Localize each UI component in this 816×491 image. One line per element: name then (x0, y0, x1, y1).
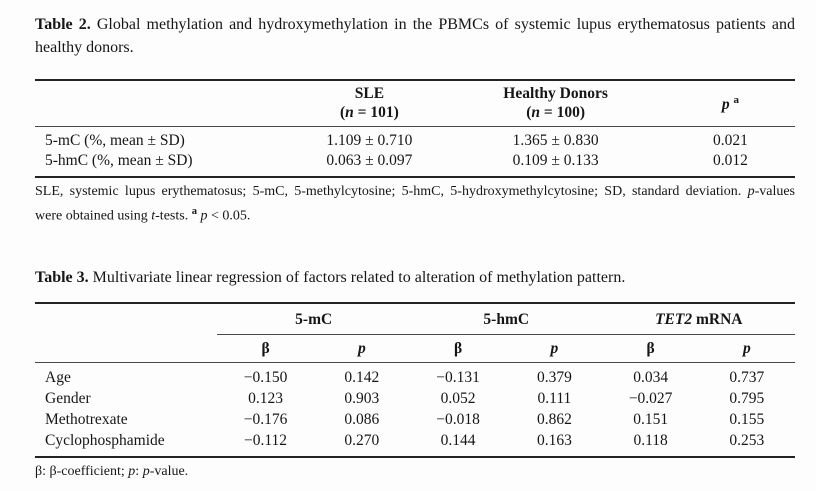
table2-header-sle-name: SLE (354, 85, 385, 102)
table3-subheader-empty (35, 334, 218, 363)
table-cell: 5-hmC (%, mean ± SD) (45, 152, 193, 169)
table-cell: 0.862 (536, 410, 572, 428)
table3-group-5hmc: 5-hmC (409, 302, 603, 335)
table-cell: 5-mC (%, mean ± SD) (45, 132, 185, 149)
table3-caption: Table 3. Multivariate linear regression … (35, 266, 795, 289)
table3-subheader-p: p (698, 334, 795, 363)
section-spacer (35, 226, 795, 266)
table-cell: 0.123 (248, 389, 283, 407)
table-cell: 0.063 ± 0.097 (326, 152, 413, 169)
table-cell: 0.379 (536, 368, 572, 386)
table-cell: 0.253 (729, 431, 765, 449)
table3-group-header-row: 5-mC 5-hmC TET2 mRNA (35, 302, 795, 335)
table3-subheader-row: β p β p β p (35, 334, 795, 363)
table2-header-healthy: Healthy Donors (n = 100) (445, 80, 665, 127)
table3-caption-label: Table 3. (35, 268, 89, 286)
table3-group-5mc: 5-mC (217, 302, 410, 335)
table2-caption-text: Global methylation and hydroxymethylatio… (35, 16, 795, 56)
table3-group-empty (35, 303, 217, 335)
table-cell: 0.795 (729, 389, 765, 407)
table-cell: 0.155 (729, 410, 765, 428)
table-cell: 0.034 (633, 368, 669, 386)
table-cell: 0.118 (633, 431, 668, 449)
table3-subheader-beta: β (602, 334, 699, 363)
table-cell: −0.112 (244, 431, 288, 449)
table-cell: 0.737 (729, 368, 765, 386)
table-cell: 0.163 (536, 431, 572, 449)
table2-footnote: SLE, systemic lupus erythematosus; 5-mC,… (35, 184, 795, 224)
table3-group-tet2: TET2 mRNA (602, 302, 795, 335)
table2-header-sle: SLE (n = 101) (293, 80, 445, 127)
table-cell: −0.176 (243, 410, 288, 428)
table3-subheader-beta: β (217, 334, 314, 363)
table-cell: 0.142 (344, 368, 380, 386)
table-cell: Age (45, 368, 71, 386)
table-cell: Cyclophosphamide (45, 431, 165, 449)
table-cell: 0.270 (344, 431, 380, 449)
table-cell: 1.365 ± 0.830 (512, 132, 599, 149)
table2-header-healthy-n: (n = 100) (526, 104, 585, 121)
table3-footnote: β: β-coefficient; p: p-value. (35, 463, 189, 479)
table-cell: 1.109 ± 0.710 (326, 132, 413, 149)
paper-page: Table 2. Global methylation and hydroxym… (35, 13, 795, 479)
table3-row-methotrexate: Methotrexate −0.176 0.086 −0.018 0.862 0… (35, 409, 795, 430)
table-cell: 0.109 ± 0.133 (512, 152, 599, 169)
table-cell: 0.052 (440, 389, 476, 407)
table2-header-sle-n: (n = 101) (339, 104, 399, 121)
table2-row-5hmc: 5-hmC (%, mean ± SD) 0.063 ± 0.097 0.109… (35, 151, 795, 177)
table3-row-cyclophosphamide: Cyclophosphamide −0.112 0.270 0.144 0.16… (35, 430, 795, 457)
table-cell: −0.131 (436, 368, 480, 386)
table3-subheader-p: p (313, 334, 410, 363)
table3-subheader-p: p (506, 334, 603, 363)
table-cell: 0.086 (344, 410, 380, 428)
table-cell: Methotrexate (45, 410, 128, 428)
table2-caption: Table 2. Global methylation and hydroxym… (35, 13, 795, 59)
table3-subheader-beta: β (409, 334, 507, 363)
table2-header-empty (35, 80, 293, 127)
table3-row-gender: Gender 0.123 0.903 0.052 0.111 −0.027 0.… (35, 388, 795, 409)
table-cell: 0.021 (712, 132, 748, 149)
table2-caption-label: Table 2. (35, 16, 91, 33)
table-cell: 0.012 (712, 152, 748, 169)
table2-header-healthy-name: Healthy Donors (503, 85, 608, 102)
table2-header-row: SLE (n = 101) Healthy Donors (n = 100) p… (35, 80, 795, 127)
table2-row-5mc: 5-mC (%, mean ± SD) 1.109 ± 0.710 1.365 … (35, 127, 795, 152)
table-cell: 0.144 (440, 431, 476, 449)
table2: SLE (n = 101) Healthy Donors (n = 100) p… (35, 79, 795, 178)
table3: 5-mC 5-hmC TET2 mRNA β p β p β p Age −0.… (35, 301, 795, 458)
table-cell: 0.111 (537, 389, 572, 407)
table-cell: −0.018 (436, 410, 480, 428)
table-cell: 0.151 (633, 410, 669, 428)
table-cell: −0.027 (628, 389, 673, 407)
table-cell: 0.903 (344, 389, 380, 407)
table-cell: Gender (45, 389, 91, 407)
table3-caption-text: Multivariate linear regression of factor… (88, 268, 626, 286)
table2-header-p: p a (721, 94, 739, 114)
table3-row-age: Age −0.150 0.142 −0.131 0.379 0.034 0.73… (35, 362, 795, 388)
table-cell: −0.150 (243, 368, 288, 386)
